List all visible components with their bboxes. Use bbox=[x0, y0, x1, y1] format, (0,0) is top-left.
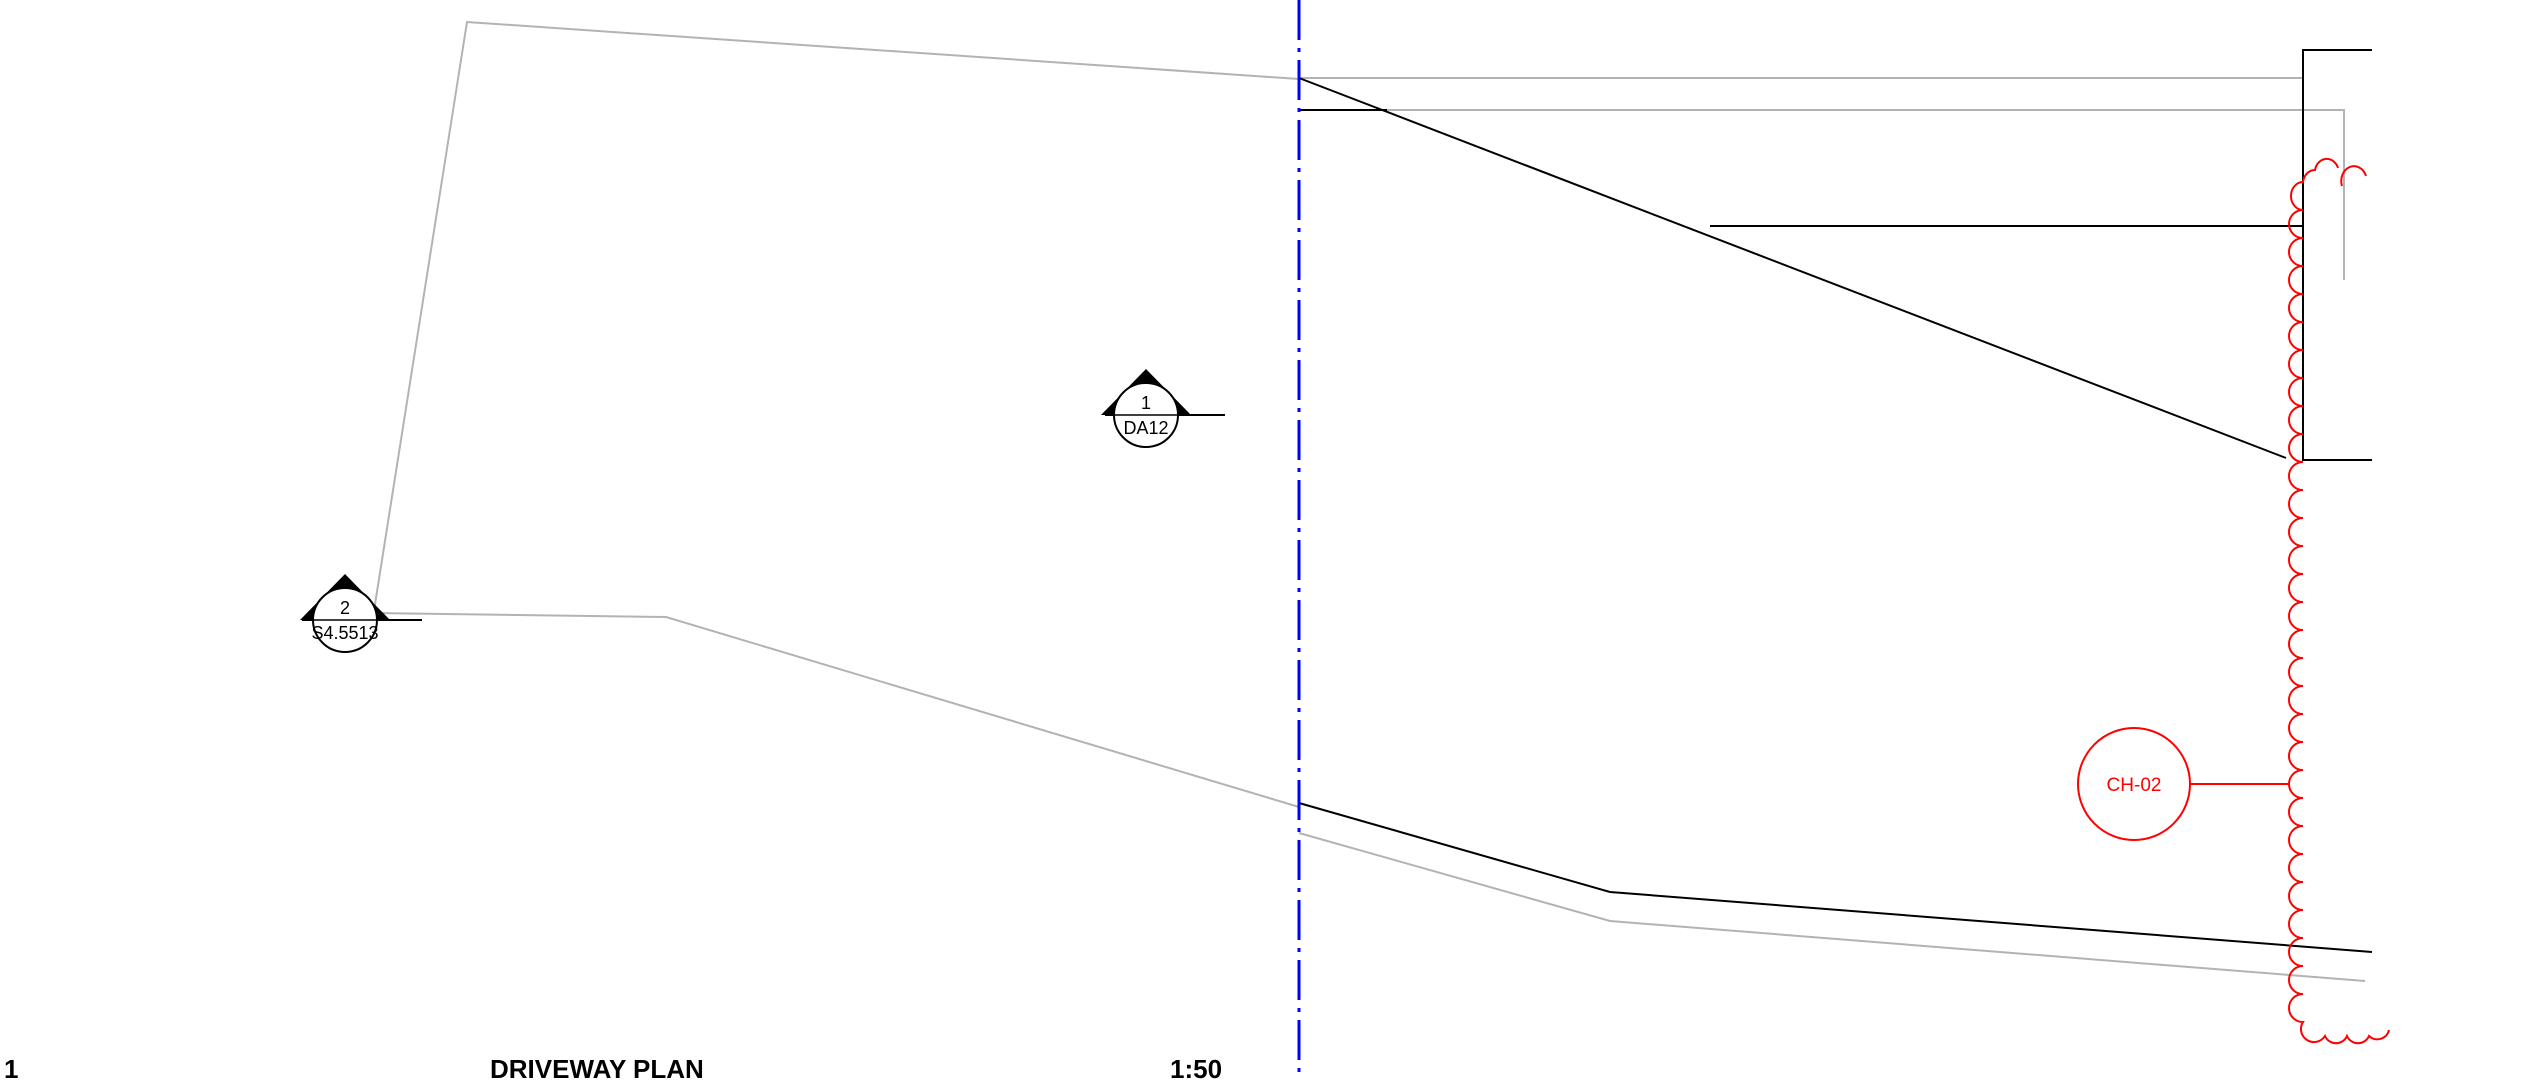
section-marker-1-number: 1 bbox=[1141, 393, 1151, 413]
site-boundary-lower-line bbox=[372, 612, 1300, 808]
view-title: DRIVEWAY PLAN bbox=[490, 1054, 704, 1084]
building-outline bbox=[2302, 49, 2372, 461]
faint-lower-edge-line bbox=[1298, 832, 2366, 982]
section-marker-2-sheet: S4.5513 bbox=[311, 623, 378, 643]
section-marker-2[interactable]: 2 S4.5513 bbox=[300, 574, 422, 653]
revision-cloud bbox=[2288, 157, 2390, 1045]
site-boundary-line bbox=[372, 20, 1300, 618]
section-marker-1-sheet: DA12 bbox=[1123, 418, 1168, 438]
driveway-diagonal-line bbox=[1298, 77, 2287, 459]
faint-second-line bbox=[1299, 109, 2345, 280]
driveway-lower-edge-line bbox=[1298, 802, 2373, 953]
section-marker-1[interactable]: 1 DA12 bbox=[1101, 369, 1225, 448]
view-number: 1 bbox=[4, 1054, 19, 1084]
view-scale: 1:50 bbox=[1170, 1054, 1223, 1084]
section-marker-2-number: 2 bbox=[340, 598, 350, 618]
revision-tag-label: CH-02 bbox=[2107, 775, 2162, 796]
revision-tag-circle[interactable] bbox=[2077, 727, 2191, 841]
